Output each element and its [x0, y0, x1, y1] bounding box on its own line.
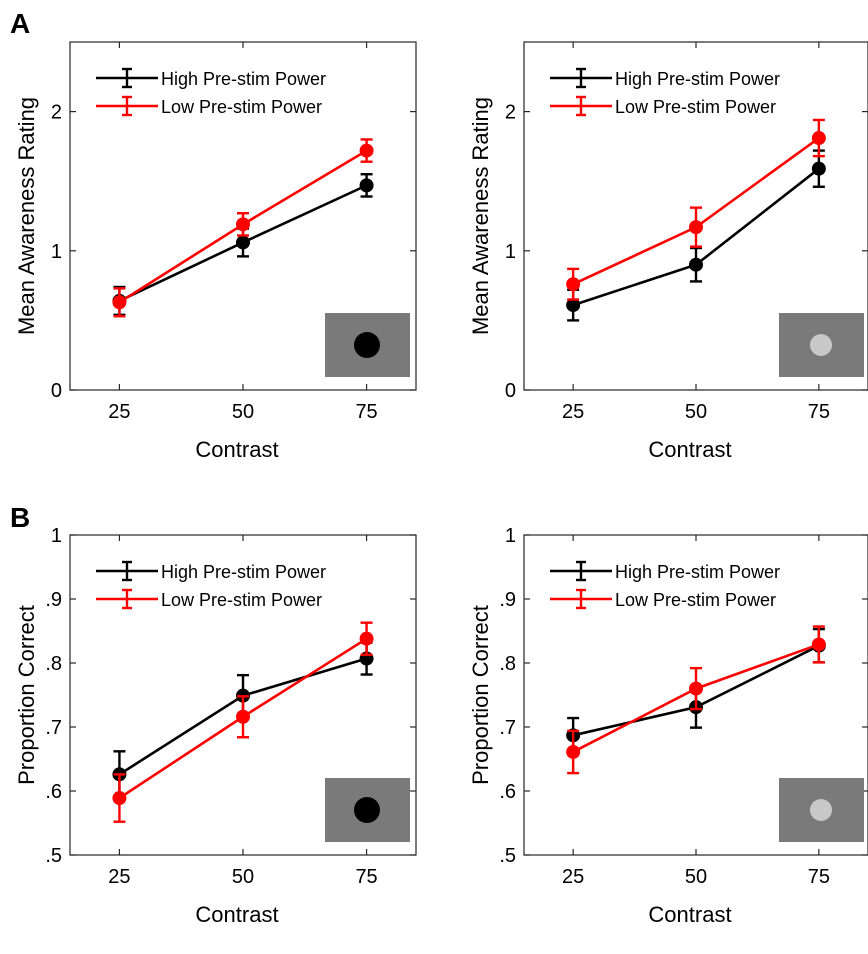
y-axis-title: Proportion Correct: [468, 605, 493, 785]
legend-label: High Pre-stim Power: [615, 562, 780, 582]
y-tick-label: 2: [505, 102, 516, 124]
x-axis-title: Contrast: [648, 437, 731, 462]
x-tick-label: 50: [685, 401, 707, 423]
x-tick-label: 75: [808, 401, 830, 423]
y-tick-label: .8: [45, 653, 62, 675]
y-tick-label: .6: [499, 781, 516, 803]
y-tick-label: .5: [499, 845, 516, 867]
light-disk-stimulus: [810, 799, 832, 821]
panel-label-a: A: [10, 8, 30, 39]
data-point: [566, 744, 581, 759]
chart-1: 25 50 75 0 1 2 Contrast Mean Awareness Rating Hi…: [14, 41, 417, 462]
legend-label: Low Pre-stim Power: [615, 590, 776, 610]
y-tick-label: .8: [499, 653, 516, 675]
legend-entry-high: High Pre-stim Power: [96, 67, 326, 89]
data-point: [689, 681, 703, 696]
data-point: [359, 143, 374, 158]
y-tick-label: .9: [45, 589, 62, 611]
data-point: [236, 217, 250, 232]
x-axis-title: Contrast: [195, 437, 278, 462]
data-point: [811, 161, 826, 176]
y-tick-label: 1: [505, 241, 516, 263]
series-high: [112, 173, 374, 317]
legend-entry-low: Low Pre-stim Power: [550, 588, 776, 610]
y-axis-title: Mean Awareness Rating: [468, 97, 493, 335]
charts: 25 50 75 0 1 2 Contrast Mean Awareness Rating Hi…: [14, 41, 868, 927]
dark-disk-stimulus: [354, 332, 380, 358]
y-tick-label: 2: [51, 102, 62, 124]
x-tick-label: 50: [232, 401, 254, 423]
chart-2: 25 50 75 0 1 2 Contrast Mean Awareness Rating Hi…: [468, 41, 868, 462]
data-point: [566, 277, 581, 292]
data-point: [359, 178, 374, 193]
y-tick-label: 1: [51, 241, 62, 263]
series-low: [112, 138, 374, 318]
y-tick-label: .5: [45, 845, 62, 867]
x-tick-label: 50: [685, 866, 707, 888]
series-low: [566, 625, 826, 775]
x-tick-label: 75: [355, 866, 377, 888]
legend-label: Low Pre-stim Power: [161, 590, 322, 610]
panel-label-b: B: [10, 502, 30, 533]
y-tick-label: .7: [45, 717, 62, 739]
y-tick-label: 1: [51, 525, 62, 547]
data-point: [112, 295, 127, 310]
y-tick-label: 1: [505, 525, 516, 547]
y-tick-label: 0: [51, 380, 62, 402]
x-tick-label: 25: [108, 401, 130, 423]
dark-disk-stimulus: [354, 797, 380, 823]
data-point: [811, 131, 826, 146]
data-point: [359, 631, 374, 646]
legend-label: High Pre-stim Power: [615, 69, 780, 89]
legend-entry-high: High Pre-stim Power: [550, 560, 780, 582]
x-tick-label: 75: [355, 401, 377, 423]
legend-label: High Pre-stim Power: [161, 69, 326, 89]
legend-entry-low: Low Pre-stim Power: [96, 95, 322, 117]
data-point: [236, 235, 250, 250]
data-point: [689, 220, 703, 235]
legend-entry-low: Low Pre-stim Power: [96, 588, 322, 610]
series-low: [566, 118, 826, 301]
x-tick-label: 25: [562, 401, 584, 423]
data-point: [689, 257, 703, 272]
legend-entry-low: Low Pre-stim Power: [550, 95, 776, 117]
y-tick-label: .9: [499, 589, 516, 611]
y-tick-label: .6: [45, 781, 62, 803]
data-point: [112, 791, 127, 806]
data-point: [236, 709, 250, 724]
y-axis-title: Proportion Correct: [14, 605, 39, 785]
legend-label: High Pre-stim Power: [161, 562, 326, 582]
chart-4: 25 50 75 .5 .6 .7 .8 .9 1 Contrast Proportion Corr…: [468, 525, 868, 927]
legend-entry-high: High Pre-stim Power: [550, 67, 780, 89]
x-tick-label: 25: [562, 866, 584, 888]
chart-3: 25 50 75 .5 .6 .7 .8 .9 1 Contrast Proportion Corr…: [14, 525, 417, 927]
x-tick-label: 25: [108, 866, 130, 888]
data-point: [566, 298, 581, 313]
x-tick-label: 75: [808, 866, 830, 888]
legend-entry-high: High Pre-stim Power: [96, 560, 326, 582]
x-tick-label: 50: [232, 866, 254, 888]
legend-label: Low Pre-stim Power: [615, 97, 776, 117]
legend-label: Low Pre-stim Power: [161, 97, 322, 117]
y-axis-title: Mean Awareness Rating: [14, 97, 39, 335]
y-tick-label: 0: [505, 380, 516, 402]
series-low: [112, 621, 374, 823]
data-point: [811, 637, 826, 652]
y-tick-label: .7: [499, 717, 516, 739]
light-disk-stimulus: [810, 334, 832, 356]
x-axis-title: Contrast: [648, 902, 731, 927]
x-axis-title: Contrast: [195, 902, 278, 927]
